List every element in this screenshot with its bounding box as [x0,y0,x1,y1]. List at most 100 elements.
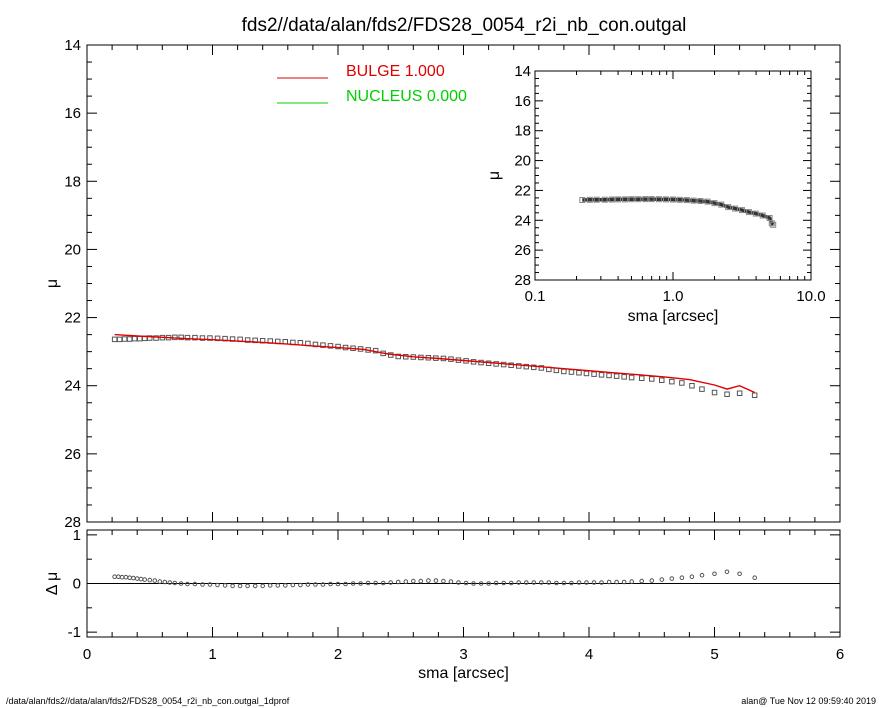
data-point [736,390,743,396]
inset-data-point [770,221,777,228]
residual-y-tick-label: 0 [73,576,81,593]
inset-data-point [732,205,739,212]
data-point [516,363,522,369]
residual-point [365,580,371,586]
y-tick-label: 18 [64,173,81,190]
inset-x-tick-label: 0.1 [525,288,546,305]
y-tick-label: 24 [64,378,81,395]
residual-point [501,580,507,586]
data-point [628,374,635,381]
residual-point [119,574,125,580]
residual-point [298,582,303,588]
data-point [199,335,206,341]
residual-point [245,583,250,589]
residual-point [752,575,758,581]
inset-y-tick-label: 28 [514,272,531,289]
inset-x-tick-label: 1.0 [663,288,684,305]
residual-point [546,580,552,585]
inset-data-point [676,196,683,203]
residual-point [172,580,178,586]
footer-timestamp: alan@ Tue Nov 12 09:59:40 2019 [741,696,876,706]
data-point [111,336,118,343]
inset-data-point [725,204,732,211]
inset-data-point [593,196,600,203]
residual-point [456,580,461,585]
inset-data-point [586,196,593,203]
data-point [689,383,695,389]
residual-point [426,578,431,583]
residual-point [185,581,190,587]
inset-data-point [663,196,669,203]
residual-point [576,580,582,585]
x-tick-label: 6 [836,646,844,663]
residual-point [478,581,484,586]
residual-point [167,580,173,585]
residual-point [200,582,205,587]
residual-point [178,581,184,586]
x-tick-label: 4 [585,646,593,663]
bulge-model-line [114,333,755,394]
residual-point [157,579,163,584]
residual-point [350,581,356,586]
data-point [621,374,627,380]
inset-data-point [615,196,622,203]
data-point [649,376,655,382]
residual-point [152,578,158,583]
x-tick-label: 3 [459,646,467,663]
residual-point [275,583,281,588]
residual-point [659,577,665,582]
inset-data-point [648,196,655,203]
residual-point [599,580,604,585]
residual-point [606,579,612,585]
residual-point [629,579,635,584]
data-point [724,391,730,397]
residual-point [493,580,499,586]
inset-data-point [759,212,766,219]
residual-point [463,580,469,586]
residual-point [614,579,619,585]
x-tick-label: 2 [334,646,342,663]
data-point [121,336,128,342]
inset-panel: 14 16 18 20 22 24 26 280.1 1.0 10.0 sma [arcsec] μ [486,63,826,325]
data-point [178,334,184,341]
inset-data-point [579,197,586,203]
residual-point [134,576,140,581]
y-tick-label: 20 [64,241,81,258]
inset-y-tick-label: 14 [514,63,531,80]
residual-point [737,571,742,577]
residual-point [448,579,454,584]
data-point [659,377,665,383]
y-tick-label: 14 [64,37,81,54]
data-point [531,364,537,371]
data-point [207,335,213,341]
residual-point [138,576,144,582]
inset-data-point [670,196,676,203]
inset-profile-line [582,197,775,226]
residual-point [411,578,416,584]
y-axis-label: μ [44,279,61,288]
residual-point [207,582,213,587]
inset-data-point [622,196,629,203]
legend-label: BULGE 1.000 [346,63,445,80]
residual-y-tick-label: 1 [73,527,81,544]
data-point [613,373,620,379]
data-point [591,371,597,377]
y-tick-label: 16 [64,105,81,122]
inset-data-point [711,200,718,207]
footer-path: /data/alan/fds2//data/alan/fds2/FDS28_00… [6,696,290,706]
inset-data-point [635,196,642,203]
chart-title: fds2//data/alan/fds2/FDS28_0054_r2i_nb_c… [242,15,687,36]
residual-point [162,579,168,585]
data-point [679,380,685,386]
data-point [576,370,582,376]
inset-data-point [690,197,697,204]
residual-point [388,580,394,585]
inset-y-tick-label: 18 [514,123,531,140]
residual-point [433,578,439,583]
residual-point [267,583,273,588]
residual-point [237,583,243,589]
residual-point [395,579,401,585]
residual-point [689,574,695,580]
inset-y-tick-label: 22 [514,182,531,199]
